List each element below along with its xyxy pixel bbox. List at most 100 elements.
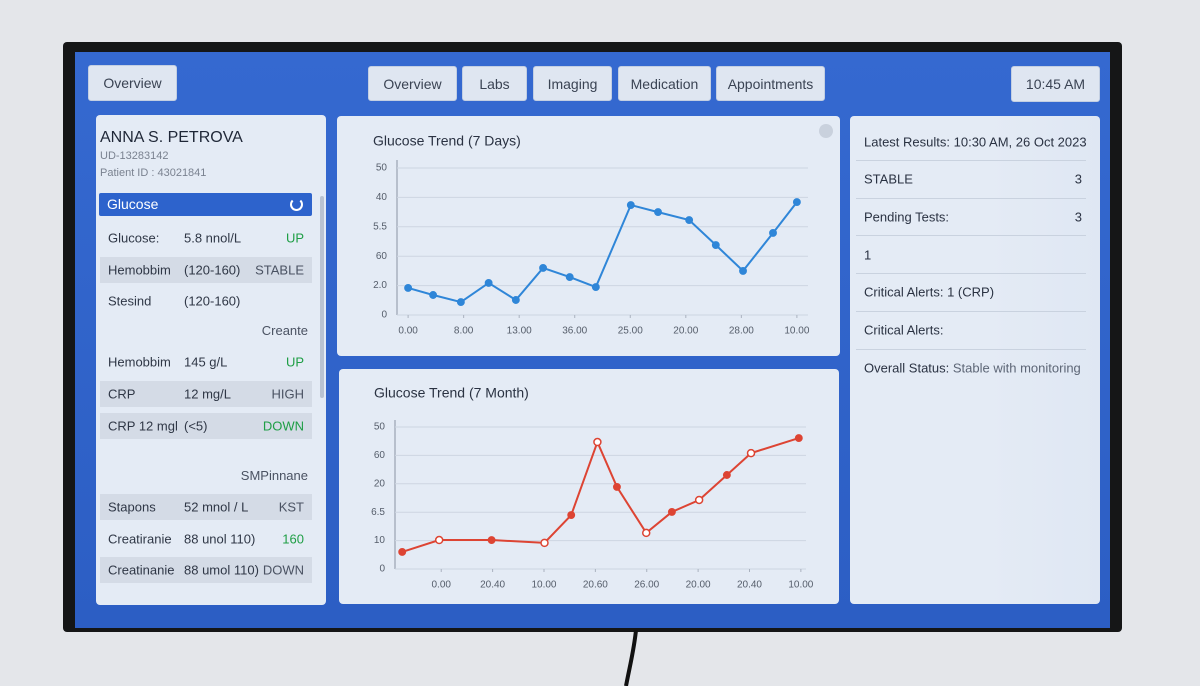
y-tick-label: 40 xyxy=(376,192,388,203)
x-tick-label: 28.00 xyxy=(729,326,754,337)
lab-row: Stapons 52 mnol / L KST xyxy=(100,494,312,520)
lab-name: Creatiranie xyxy=(108,531,172,547)
tv-cable xyxy=(624,630,638,686)
lab-name: Stesind xyxy=(108,293,152,309)
data-point xyxy=(626,201,635,209)
lab-row: Creatinanie 88 umol 110) DOWN xyxy=(100,557,312,583)
result-row: STABLE 3 xyxy=(856,161,1086,199)
result-label: Overall Status: xyxy=(864,360,950,376)
lab-name: Glucose: xyxy=(108,230,160,246)
chart-title: Glucose Trend (7 Days) xyxy=(373,133,521,149)
data-point xyxy=(792,198,801,207)
chart-panel xyxy=(337,116,840,356)
lab-status: STABLE xyxy=(255,262,304,278)
lab-value: 12 mg/L xyxy=(184,386,231,402)
section-title: Glucose xyxy=(107,196,159,212)
result-line: Critical Alerts: xyxy=(864,323,943,338)
data-point xyxy=(429,291,438,299)
y-tick-label: 50 xyxy=(376,163,388,174)
lab-value: 5.8 nnol/L xyxy=(184,230,242,246)
nav-tab[interactable]: Medication xyxy=(618,66,711,101)
lab-name: Stapons xyxy=(108,499,156,515)
lab-value: (120-160) xyxy=(184,262,241,278)
overview-button[interactable]: Overview xyxy=(88,65,177,101)
result-row: Overall Status: Stable with monitoring xyxy=(856,349,1086,386)
data-point xyxy=(694,495,704,505)
lab-name: CRP 12 mgl xyxy=(108,418,178,434)
x-tick-label: 0.00 xyxy=(398,326,418,337)
data-point xyxy=(612,482,621,491)
x-tick-label: 20.00 xyxy=(686,580,711,591)
lab-status: UP xyxy=(285,354,304,370)
lab-value: (<5) xyxy=(184,418,208,434)
y-tick-label: 0 xyxy=(381,310,387,321)
x-tick-label: 20.00 xyxy=(673,326,698,337)
lab-row: CRP 12 mg/L HIGH xyxy=(100,381,312,407)
lab-row: Stesind (120-160) xyxy=(100,288,312,314)
y-tick-label: 6.5 xyxy=(371,507,385,518)
lab-row: Hemobbim 145 g/L UP xyxy=(100,349,312,375)
nav-tab[interactable]: Labs xyxy=(462,66,527,101)
patient-code: UD-13283142 xyxy=(100,150,169,162)
clock: 10:45 AM xyxy=(1011,66,1100,102)
result-label: Critical Alerts: xyxy=(864,322,944,338)
lab-status: 160 xyxy=(282,531,304,547)
result-count: 3 xyxy=(1074,209,1082,225)
lab-status: UP xyxy=(285,230,304,246)
scrollbar xyxy=(320,196,324,398)
result-row: 1 xyxy=(856,236,1086,275)
data-point xyxy=(565,273,574,282)
result-line: Overall Status: Stable with monitoring xyxy=(864,360,1081,375)
chart-title: Glucose Trend (7 Month) xyxy=(374,385,529,401)
nav-tab[interactable]: Overview xyxy=(368,66,457,101)
section-header: Glucose xyxy=(99,193,312,216)
lab-status: DOWN xyxy=(262,562,304,578)
x-tick-label: 10.00 xyxy=(788,580,813,591)
data-point xyxy=(456,298,465,307)
result-detail: 1 (CRP) xyxy=(947,284,995,300)
result-row: Critical Alerts: xyxy=(856,312,1086,350)
x-tick-label: 20.40 xyxy=(737,580,762,591)
result-line: STABLE xyxy=(864,172,913,187)
result-label: Pending Tests: xyxy=(864,209,950,225)
data-point xyxy=(711,241,720,249)
y-tick-label: 60 xyxy=(374,450,386,461)
lab-row: CRP 12 mgl (<5) DOWN xyxy=(100,413,312,439)
x-tick-label: 0.00 xyxy=(432,580,452,591)
y-tick-label: 10 xyxy=(374,535,386,546)
data-point xyxy=(540,538,549,548)
nav-tab[interactable]: Imaging xyxy=(533,66,612,101)
data-point xyxy=(434,535,444,545)
nav-tab[interactable]: Appointments xyxy=(716,66,825,101)
data-line xyxy=(407,201,798,304)
lab-row: Glucose: 5.8 nnol/L UP xyxy=(100,225,312,251)
lab-name: Hemobbim xyxy=(108,354,171,370)
lab-status: HIGH xyxy=(271,386,305,402)
x-tick-label: 36.00 xyxy=(562,326,587,337)
x-tick-label: 10.00 xyxy=(531,580,556,591)
data-point xyxy=(722,471,731,479)
result-label: Latest Results: xyxy=(864,134,950,149)
result-label: Critical Alerts: xyxy=(864,284,944,300)
result-row: Latest Results: 10:30 AM, 26 Oct 2023 xyxy=(856,123,1087,161)
data-point xyxy=(591,283,600,292)
result-row: Critical Alerts: 1 (CRP) xyxy=(856,274,1086,312)
patient-name: ANNA S. PETROVA xyxy=(100,129,243,146)
result-detail: Stable with monitoring xyxy=(952,360,1081,376)
lab-subheading: SMPinnane xyxy=(240,468,308,483)
data-point xyxy=(567,511,576,519)
chart-panel xyxy=(339,369,839,604)
lab-value: 88 unol 110) xyxy=(184,531,256,547)
refresh-icon xyxy=(290,198,303,211)
x-tick-label: 25.00 xyxy=(618,326,643,337)
data-point xyxy=(511,296,520,304)
data-point xyxy=(404,284,413,292)
x-tick-label: 20.40 xyxy=(480,580,505,591)
data-point xyxy=(539,264,548,272)
result-line: 1 xyxy=(864,247,871,262)
lab-status: DOWN xyxy=(262,418,304,434)
lab-row: Creatiranie 88 unol 110) 160 xyxy=(100,526,312,552)
result-label: STABLE xyxy=(864,171,913,187)
result-row: Pending Tests: 3 xyxy=(856,198,1086,237)
